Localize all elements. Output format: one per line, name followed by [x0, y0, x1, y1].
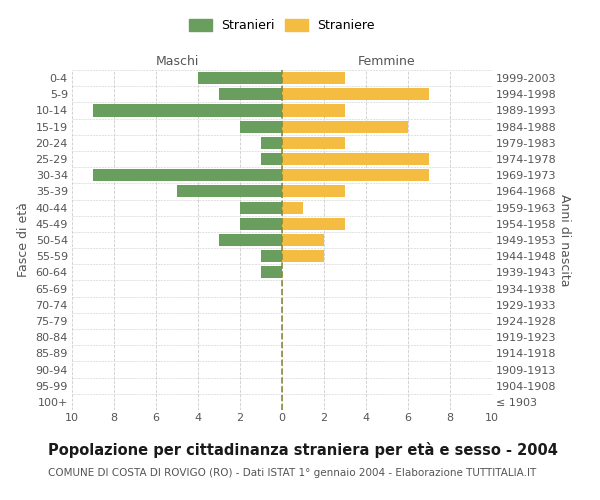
- Text: Popolazione per cittadinanza straniera per età e sesso - 2004: Popolazione per cittadinanza straniera p…: [48, 442, 558, 458]
- Bar: [93, 104, 282, 117]
- Bar: [198, 72, 282, 84]
- Bar: [282, 202, 303, 213]
- Bar: [282, 250, 324, 262]
- Bar: [219, 88, 282, 101]
- Y-axis label: Anni di nascita: Anni di nascita: [558, 194, 571, 286]
- Bar: [282, 120, 408, 132]
- Bar: [261, 266, 282, 278]
- Bar: [93, 169, 282, 181]
- Text: Femmine: Femmine: [358, 54, 416, 68]
- Bar: [282, 72, 345, 84]
- Bar: [261, 137, 282, 149]
- Bar: [282, 137, 345, 149]
- Bar: [282, 218, 345, 230]
- Bar: [240, 120, 282, 132]
- Bar: [282, 169, 429, 181]
- Bar: [282, 104, 345, 117]
- Bar: [282, 186, 345, 198]
- Text: COMUNE DI COSTA DI ROVIGO (RO) - Dati ISTAT 1° gennaio 2004 - Elaborazione TUTTI: COMUNE DI COSTA DI ROVIGO (RO) - Dati IS…: [48, 468, 536, 477]
- Bar: [282, 234, 324, 246]
- Bar: [240, 202, 282, 213]
- Bar: [261, 250, 282, 262]
- Bar: [282, 88, 429, 101]
- Bar: [261, 153, 282, 165]
- Bar: [282, 153, 429, 165]
- Y-axis label: Fasce di età: Fasce di età: [17, 202, 30, 278]
- Text: Maschi: Maschi: [155, 54, 199, 68]
- Legend: Stranieri, Straniere: Stranieri, Straniere: [185, 15, 379, 36]
- Bar: [177, 186, 282, 198]
- Bar: [240, 218, 282, 230]
- Bar: [219, 234, 282, 246]
